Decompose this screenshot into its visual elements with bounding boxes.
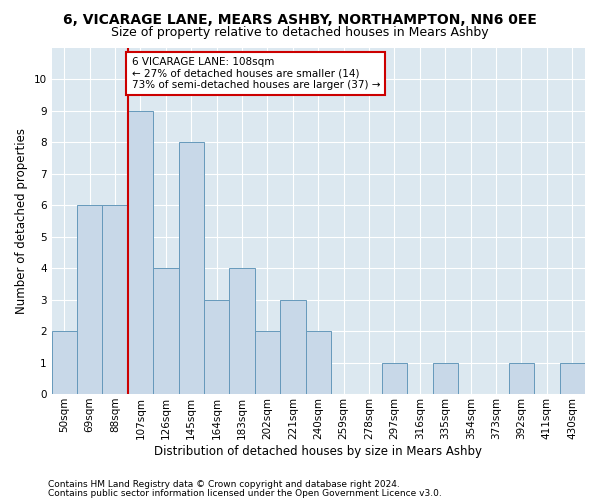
Bar (77, 205, 103, 394)
Bar (382, 362, 407, 394)
Bar (433, 362, 458, 394)
Bar (255, 331, 280, 394)
Bar (560, 362, 585, 394)
Bar (128, 110, 153, 394)
Text: Contains HM Land Registry data © Crown copyright and database right 2024.: Contains HM Land Registry data © Crown c… (48, 480, 400, 489)
Bar (280, 300, 305, 394)
Bar (52, 331, 77, 394)
Text: 6, VICARAGE LANE, MEARS ASHBY, NORTHAMPTON, NN6 0EE: 6, VICARAGE LANE, MEARS ASHBY, NORTHAMPT… (63, 12, 537, 26)
Bar (305, 331, 331, 394)
Bar (103, 205, 128, 394)
Bar (179, 142, 204, 394)
Text: 6 VICARAGE LANE: 108sqm
← 27% of detached houses are smaller (14)
73% of semi-de: 6 VICARAGE LANE: 108sqm ← 27% of detache… (131, 57, 380, 90)
Text: Size of property relative to detached houses in Mears Ashby: Size of property relative to detached ho… (111, 26, 489, 39)
Bar (153, 268, 179, 394)
Bar (204, 300, 229, 394)
Y-axis label: Number of detached properties: Number of detached properties (15, 128, 28, 314)
Bar (229, 268, 255, 394)
Text: Contains public sector information licensed under the Open Government Licence v3: Contains public sector information licen… (48, 489, 442, 498)
Bar (509, 362, 534, 394)
X-axis label: Distribution of detached houses by size in Mears Ashby: Distribution of detached houses by size … (154, 444, 482, 458)
